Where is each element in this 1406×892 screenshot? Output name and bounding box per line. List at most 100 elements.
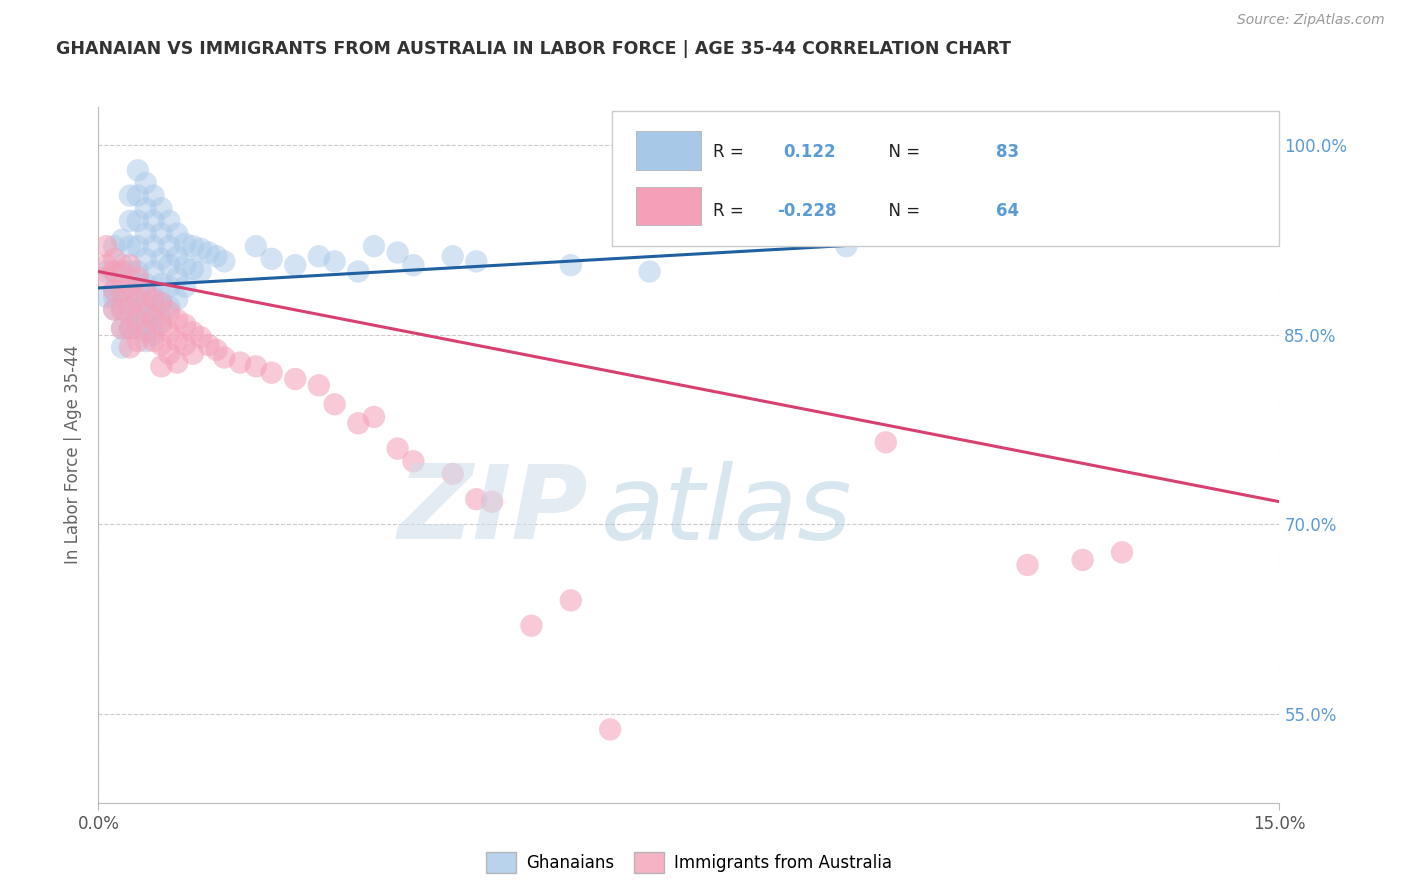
Point: [835, 239, 858, 253]
Point: [118, 284, 141, 298]
Point: [111, 302, 134, 317]
Point: [127, 334, 149, 348]
Point: [190, 264, 212, 278]
Point: [387, 442, 409, 456]
FancyBboxPatch shape: [612, 111, 1279, 246]
Point: [111, 321, 134, 335]
Point: [135, 176, 157, 190]
Point: [118, 321, 141, 335]
Point: [465, 492, 488, 507]
Point: [135, 284, 157, 298]
Point: [347, 417, 370, 431]
Point: [135, 315, 157, 329]
Point: [111, 302, 134, 317]
Text: R =: R =: [713, 202, 748, 220]
Point: [284, 372, 307, 386]
Point: [111, 233, 134, 247]
Text: N =: N =: [877, 202, 925, 220]
Point: [166, 312, 188, 326]
Point: [245, 359, 267, 374]
Point: [174, 338, 197, 352]
Point: [150, 296, 173, 310]
Point: [402, 258, 425, 272]
Point: [127, 239, 149, 253]
Point: [875, 435, 897, 450]
Point: [142, 312, 165, 326]
Point: [135, 325, 157, 339]
Text: 83: 83: [995, 144, 1019, 161]
Point: [150, 318, 173, 332]
Point: [560, 258, 582, 272]
Point: [127, 302, 149, 317]
FancyBboxPatch shape: [636, 131, 700, 169]
FancyBboxPatch shape: [636, 187, 700, 226]
Point: [157, 325, 180, 339]
Text: -0.228: -0.228: [778, 202, 837, 220]
Point: [150, 315, 173, 329]
Point: [150, 338, 173, 352]
Text: atlas: atlas: [600, 460, 852, 560]
Point: [157, 300, 180, 314]
Point: [174, 236, 197, 251]
Point: [181, 347, 204, 361]
Point: [1017, 558, 1039, 572]
Point: [599, 723, 621, 737]
Point: [96, 239, 118, 253]
Point: [190, 242, 212, 256]
Point: [127, 188, 149, 202]
Point: [638, 264, 661, 278]
Point: [127, 293, 149, 307]
Point: [465, 254, 488, 268]
Point: [150, 359, 173, 374]
Point: [111, 321, 134, 335]
Point: [118, 300, 141, 314]
Point: [111, 284, 134, 298]
Point: [142, 309, 165, 323]
Point: [96, 270, 118, 285]
Point: [142, 334, 165, 348]
Point: [96, 258, 118, 272]
Point: [142, 264, 165, 278]
Point: [127, 163, 149, 178]
Point: [135, 296, 157, 310]
Point: [214, 351, 236, 365]
Text: R =: R =: [713, 144, 748, 161]
Point: [229, 355, 252, 369]
Point: [166, 249, 188, 263]
Point: [111, 264, 134, 278]
Point: [135, 334, 157, 348]
Point: [190, 330, 212, 344]
Point: [118, 188, 141, 202]
Point: [135, 201, 157, 215]
Point: [103, 290, 125, 304]
Point: [118, 258, 141, 272]
Point: [308, 378, 330, 392]
Point: [260, 366, 283, 380]
Point: [142, 293, 165, 307]
Point: [150, 201, 173, 215]
Point: [118, 264, 141, 278]
Point: [323, 397, 346, 411]
Point: [166, 334, 188, 348]
Point: [142, 214, 165, 228]
Point: [142, 290, 165, 304]
Point: [157, 258, 180, 272]
Point: [481, 494, 503, 508]
Point: [118, 321, 141, 335]
Point: [205, 343, 228, 357]
Text: 0.122: 0.122: [783, 144, 837, 161]
Point: [174, 318, 197, 332]
Point: [150, 296, 173, 310]
Point: [347, 264, 370, 278]
Point: [308, 249, 330, 263]
Legend: Ghanaians, Immigrants from Australia: Ghanaians, Immigrants from Australia: [479, 846, 898, 880]
Point: [363, 239, 385, 253]
Point: [150, 252, 173, 266]
Point: [875, 220, 897, 235]
Point: [441, 467, 464, 481]
Point: [135, 252, 157, 266]
Point: [197, 338, 219, 352]
Point: [181, 262, 204, 277]
Point: [96, 264, 118, 278]
Point: [103, 302, 125, 317]
